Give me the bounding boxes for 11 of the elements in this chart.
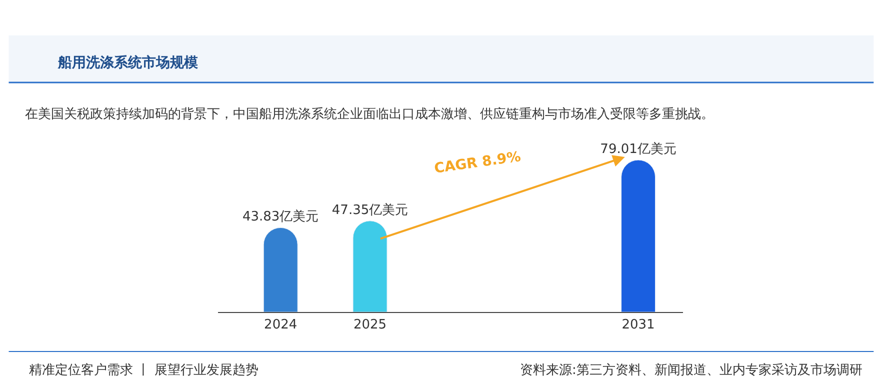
text: 资料来源:第三方资料、新闻报道、业内专家采访及市场调研 bbox=[520, 362, 862, 378]
x-tick-label: 2031 bbox=[622, 318, 655, 333]
x-tick-label: 2024 bbox=[264, 318, 298, 333]
data-label: 79.01亿美元 bbox=[600, 141, 676, 157]
text: 精准定位客户需求 丨 展望行业发展趋势 bbox=[29, 362, 258, 378]
chart-subtitle: 在美国关税政策持续加码的背景下，中国船用洗涤系统企业面临出口成本激增、供应链重构与市场准入受限等多重挑战。 bbox=[25, 106, 714, 122]
data-label: 47.35亿美元 bbox=[332, 202, 408, 218]
data-label: 43.83亿美元 bbox=[242, 208, 319, 225]
chart-title: 船用洗涤系统市场规模 bbox=[57, 54, 199, 71]
annotation: CAGR 8.9% bbox=[433, 148, 522, 177]
x-tick-label: 2025 bbox=[353, 318, 387, 333]
